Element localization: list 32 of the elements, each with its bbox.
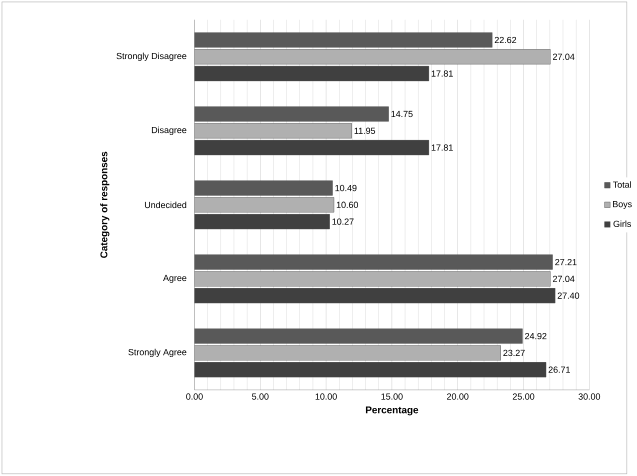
data-label: 14.75 — [391, 111, 413, 118]
legend-label: Boys — [613, 201, 632, 210]
y-tick-label: Strongly Agree — [128, 348, 186, 358]
y-tick-label: Undecided — [144, 202, 186, 208]
x-tick-label: 15.00 — [381, 393, 403, 400]
data-label: 27.21 — [555, 259, 577, 266]
y-tick-label: Strongly Disagree — [116, 52, 186, 61]
y-tick-label: Agree — [163, 274, 186, 283]
x-axis-title: Percentage — [366, 406, 418, 416]
data-label: 22.62 — [494, 36, 516, 44]
data-label: 26.71 — [548, 366, 570, 373]
data-label: 27.04 — [552, 54, 574, 60]
data-label: 17.81 — [432, 144, 453, 151]
x-tick-label: 5.00 — [252, 393, 269, 400]
y-tick-label: Disagree — [152, 126, 186, 136]
data-label: 27.04 — [552, 276, 574, 282]
data-label: 24.92 — [525, 333, 546, 340]
data-label: 11.95 — [354, 128, 376, 134]
data-label: 10.27 — [332, 218, 354, 225]
x-tick-label: 10.00 — [316, 393, 337, 400]
data-label: 27.40 — [558, 292, 580, 299]
data-label: 10.49 — [335, 184, 357, 192]
x-tick-label: 20.00 — [447, 393, 468, 400]
legend-label: Girls — [614, 220, 631, 228]
x-tick-label: 25.00 — [512, 393, 534, 400]
x-tick-label: 0.00 — [186, 393, 203, 400]
data-label: 10.60 — [336, 202, 358, 208]
y-axis-title: Category of responses — [100, 152, 110, 258]
x-tick-label: 30.00 — [578, 393, 600, 400]
data-label: 17.81 — [432, 70, 453, 77]
data-label: 23.27 — [503, 350, 525, 356]
legend-label: Total — [613, 181, 631, 188]
